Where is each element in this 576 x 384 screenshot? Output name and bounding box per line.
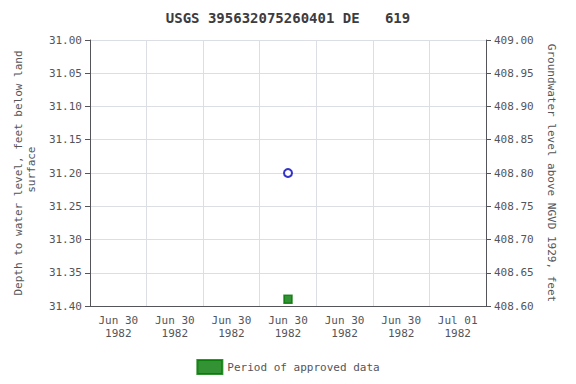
svg-text:408.70: 408.70: [494, 233, 534, 246]
svg-text:408.90: 408.90: [494, 100, 534, 113]
svg-text:408.60: 408.60: [494, 300, 534, 313]
svg-text:408.65: 408.65: [494, 266, 534, 279]
svg-text:1982: 1982: [388, 327, 415, 340]
svg-text:31.25: 31.25: [49, 200, 82, 213]
svg-text:408.85: 408.85: [494, 133, 534, 146]
svg-text:Jun 30: Jun 30: [268, 314, 308, 327]
svg-text:1982: 1982: [331, 327, 358, 340]
svg-text:31.00: 31.00: [49, 34, 82, 47]
svg-text:408.75: 408.75: [494, 200, 534, 213]
svg-text:Jul 01: Jul 01: [438, 314, 478, 327]
svg-text:31.05: 31.05: [49, 67, 82, 80]
svg-text:408.95: 408.95: [494, 67, 534, 80]
svg-text:1982: 1982: [444, 327, 471, 340]
svg-text:31.15: 31.15: [49, 133, 82, 146]
svg-text:Groundwater level above NGVD 1: Groundwater level above NGVD 1929, feet: [545, 44, 558, 302]
svg-text:Jun 30: Jun 30: [155, 314, 195, 327]
svg-text:surface: surface: [25, 147, 38, 200]
svg-text:408.80: 408.80: [494, 167, 534, 180]
svg-text:Jun 30: Jun 30: [212, 314, 252, 327]
svg-text:1982: 1982: [105, 327, 132, 340]
svg-text:Jun 30: Jun 30: [325, 314, 365, 327]
svg-text:409.00: 409.00: [494, 34, 534, 47]
svg-text:31.20: 31.20: [49, 167, 82, 180]
svg-text:31.40: 31.40: [49, 300, 82, 313]
svg-text:1982: 1982: [275, 327, 302, 340]
svg-text:Jun 30: Jun 30: [381, 314, 421, 327]
svg-text:Depth to water level, feet bel: Depth to water level, feet below land: [12, 50, 25, 295]
svg-text:Period of approved data: Period of approved data: [227, 361, 379, 374]
svg-text:1982: 1982: [218, 327, 245, 340]
svg-text:USGS 395632075260401 DE 619: USGS 395632075260401 DE 619: [166, 10, 410, 26]
svg-text:31.35: 31.35: [49, 266, 82, 279]
svg-text:31.30: 31.30: [49, 233, 82, 246]
svg-text:1982: 1982: [162, 327, 189, 340]
svg-text:31.10: 31.10: [49, 100, 82, 113]
svg-text:Jun 30: Jun 30: [98, 314, 138, 327]
